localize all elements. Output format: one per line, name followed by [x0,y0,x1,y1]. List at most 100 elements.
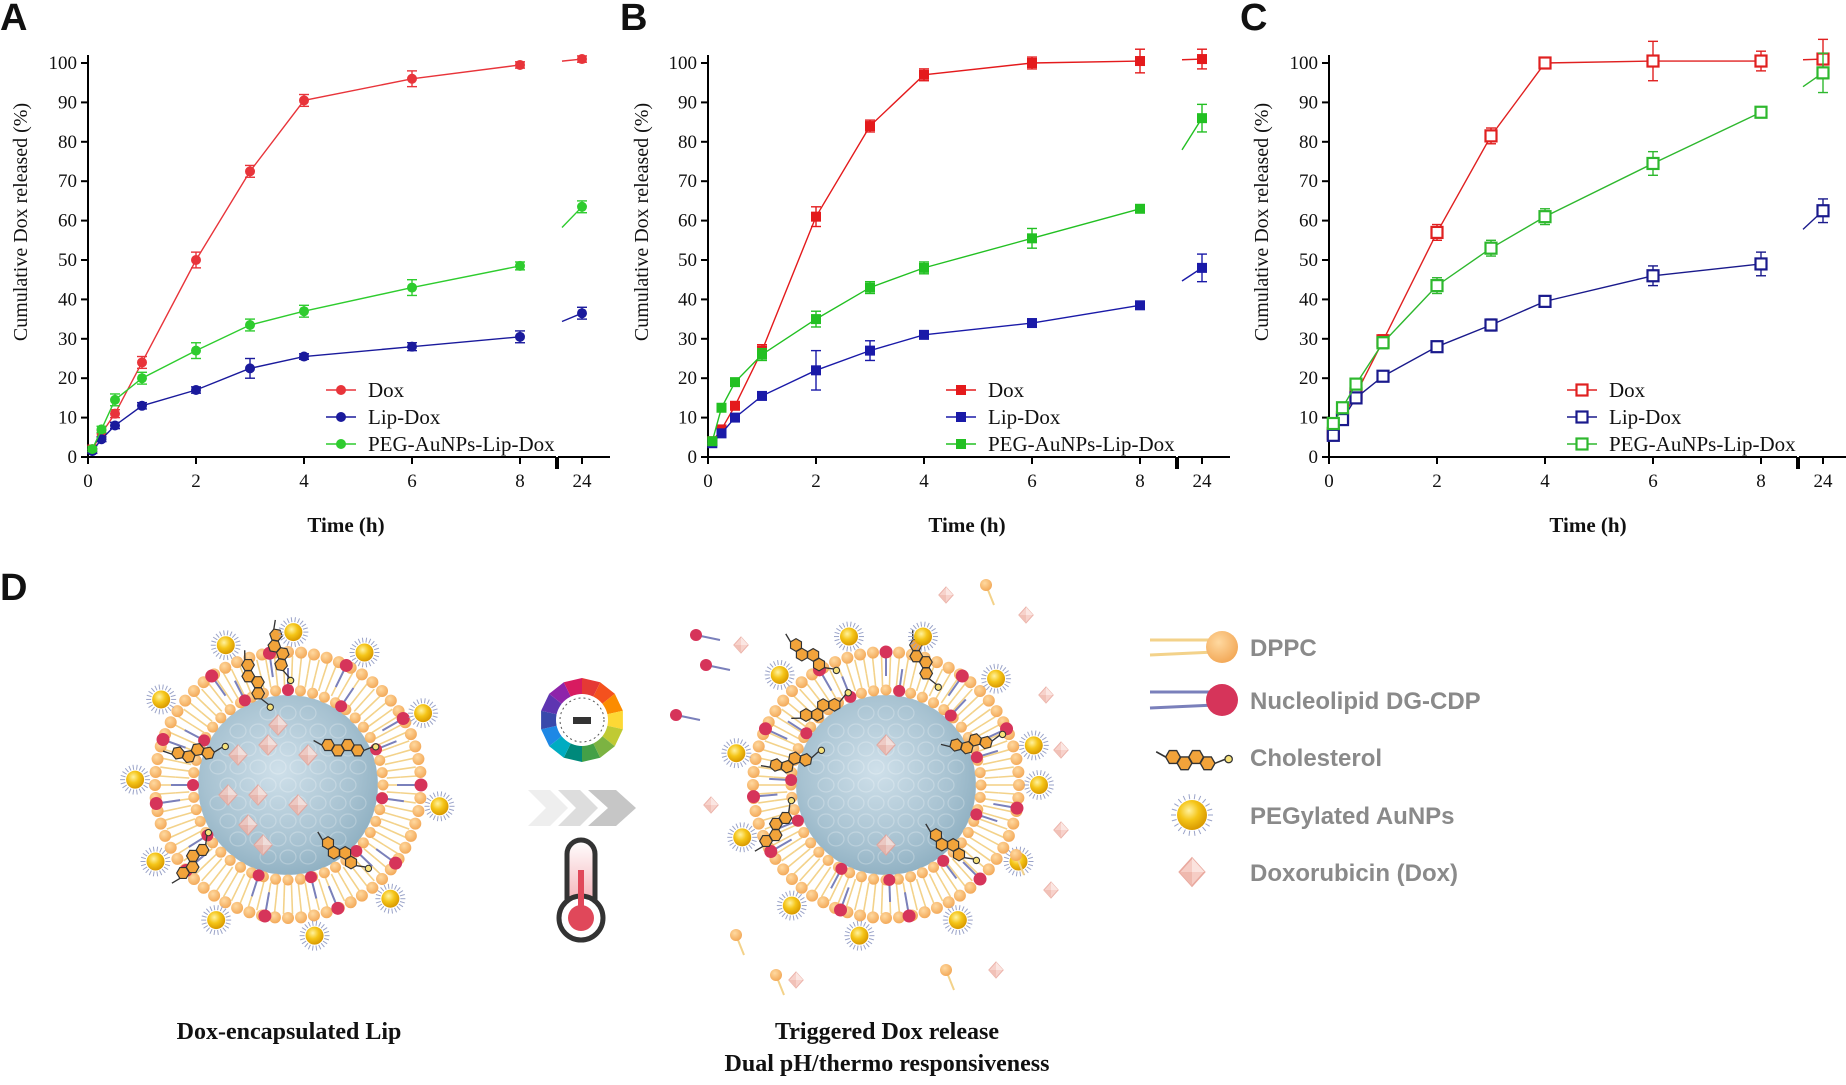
dox-crystal [1179,858,1204,886]
series-line [92,65,520,449]
data-point [1486,320,1497,331]
series-dox [1328,39,1829,439]
y-tick-label: 0 [1309,447,1319,468]
ph-color-wheel-icon [541,678,623,762]
y-tick-label: 60 [678,211,697,232]
data-point [299,352,309,362]
nucleolipid-head [1010,802,1023,815]
data-point [717,428,727,438]
data-point [137,401,147,411]
data-point [865,121,875,131]
data-point [1540,296,1551,307]
y-tick-label: 30 [58,329,77,350]
legend-marker [956,439,966,449]
y-tick-label: 90 [1299,92,1318,113]
data-point [577,308,587,318]
data-point [407,283,417,293]
legend-dppc: DPPC [1150,631,1317,663]
data-point [515,60,525,70]
nucleolipid-head [880,646,893,659]
schematic-legend: DPPC Nucleolipid DG-CDP Cholesterol PEGy… [1150,631,1481,887]
data-point [515,261,525,271]
legend-cholesterol: Cholesterol [1156,745,1382,772]
nucleolipid-head [792,815,804,827]
data-point [919,263,929,273]
data-point [191,255,201,265]
data-point [245,166,255,176]
y-tick-label: 0 [688,447,698,468]
dox-crystal [704,797,718,813]
data-point [1027,233,1037,243]
data-point [865,283,875,293]
series-line [712,305,1140,443]
data-point [1197,263,1207,273]
y-tick-label: 100 [1290,53,1319,74]
x-tick-label: 4 [1540,471,1550,492]
data-point [1378,371,1389,382]
nucleolipid-head [331,902,344,915]
aunp-particle [721,738,751,768]
nucleolipid-head [903,909,916,922]
y-tick-label: 10 [678,408,697,429]
nucleolipid-head [340,659,353,672]
nucleolipid-head [253,869,265,881]
data-point [407,74,417,84]
data-point [137,373,147,383]
data-point [191,385,201,395]
data-point [919,330,929,340]
aunp-particle [727,822,757,852]
data-point [1135,300,1145,310]
data-point [1540,211,1551,222]
panel-d-schematic: D Dox-encapsulated Lip Triggered Dox rel… [0,567,1481,1077]
legend-label: PEG-AuNPs-Lip-Dox [988,432,1175,456]
data-point [730,401,740,411]
nucleolipid-head [800,727,812,739]
x-tick-label: 0 [83,471,93,492]
data-point [1818,205,1829,216]
y-axis-title-a: Cumulative Dox released (%) [10,103,32,341]
nucleolipid-head [157,733,170,746]
data-point [1337,402,1348,413]
legend-aunps-label: PEGylated AuNPs [1250,803,1455,830]
data-point [1486,130,1497,141]
data-point [865,346,875,356]
legend-marker [1577,412,1588,423]
legend-cholesterol-label: Cholesterol [1250,745,1382,772]
aunp-particle [1019,731,1049,761]
panel-letter-d: D [0,567,27,609]
data-point [110,420,120,430]
data-point [1378,337,1389,348]
dox-crystal [789,972,803,988]
data-point [110,409,120,419]
nucleolipid-head [150,797,163,810]
caption-intact: Dox-encapsulated Lip [177,1019,402,1045]
y-tick-label: 100 [669,53,698,74]
nucleolipid-head [397,712,410,725]
aunp-particle [777,891,807,921]
dox-crystal [1054,742,1068,758]
data-point [717,403,727,413]
data-point [1648,158,1659,169]
legend-marker [336,385,346,395]
x-tick-label: 24 [1814,471,1834,492]
data-point [1540,58,1551,69]
nucleolipid-head [835,863,847,875]
data-point [515,332,525,342]
y-tick-label: 40 [1299,289,1318,310]
nucleolipid-head [883,874,895,886]
dox-crystal [1054,822,1068,838]
legend-marker [1577,385,1588,396]
aunp-icon [1171,794,1213,836]
transition-arrow-icon [528,790,636,826]
dox-crystal [1019,607,1033,623]
x-tick-label: 4 [299,471,309,492]
nucleolipid-head [945,710,957,722]
nucleolipid-head [785,774,797,786]
data-point [1756,56,1767,67]
y-tick-label: 30 [678,329,697,350]
x-tick-label: 6 [1027,471,1037,492]
data-point [299,306,309,316]
